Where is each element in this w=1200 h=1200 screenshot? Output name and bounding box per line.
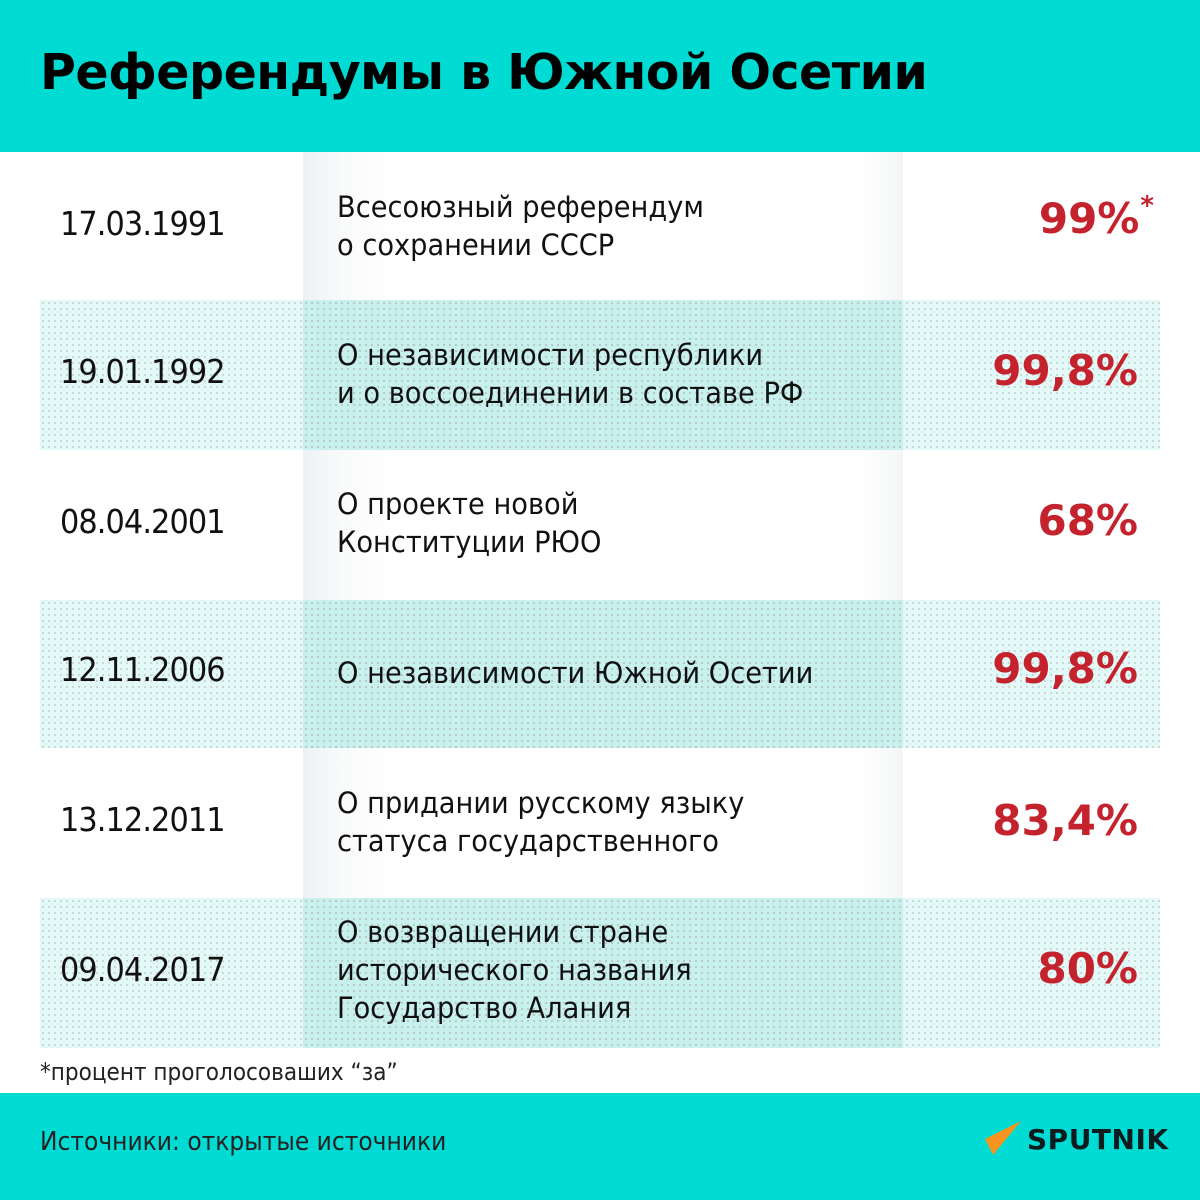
topic-line: Конституции РЮО (337, 525, 602, 559)
footnote-mark: * (1140, 191, 1154, 221)
topic-line: исторического названия (337, 953, 692, 987)
row-topic: О придании русскому языку статуса госуда… (337, 784, 744, 860)
row-percent: 99%* (1038, 191, 1154, 243)
topic-line: Государство Алания (337, 991, 632, 1025)
row-date: 12.11.2006 (60, 650, 226, 689)
table-row: 19.01.1992 О независимости республики и … (0, 300, 1200, 450)
sputnik-logo: SPUTNIK (985, 1119, 1169, 1159)
page-title: Референдумы в Южной Осетии (40, 44, 928, 101)
source-text: Источники: открытые источники (40, 1127, 447, 1157)
footnote: *процент проголосоваших “за” (40, 1058, 398, 1086)
row-topic: О возвращении стране исторического назва… (337, 913, 692, 1027)
row-date: 19.01.1992 (60, 352, 226, 391)
row-percent: 99,8% (992, 644, 1138, 693)
table-row: 09.04.2017 О возвращении стране историче… (0, 898, 1200, 1048)
table-row: 08.04.2001 О проекте новой Конституции Р… (0, 450, 1200, 600)
logo-text: SPUTNIK (1027, 1122, 1169, 1156)
topic-line: О возвращении стране (337, 915, 669, 949)
row-percent: 68% (1037, 496, 1138, 545)
topic-line: о сохранении СССР (337, 228, 615, 262)
table-row: 12.11.2006 О независимости Южной Осетии … (0, 600, 1200, 748)
row-date: 08.04.2001 (60, 502, 226, 541)
topic-line: О проекте новой (337, 487, 579, 521)
row-date: 17.03.1991 (60, 204, 226, 243)
row-percent: 99,8% (992, 346, 1138, 395)
row-band-mid (303, 600, 903, 748)
topic-line: Всесоюзный референдум (337, 190, 704, 224)
row-topic: О независимости Южной Осетии (337, 654, 813, 692)
row-topic: О независимости республики и о воссоедин… (337, 336, 803, 412)
topic-line: и о воссоединении в составе РФ (337, 376, 804, 410)
topic-line: О независимости Южной Осетии (337, 656, 814, 690)
table-row: 17.03.1991 Всесоюзный референдум о сохра… (0, 152, 1200, 300)
row-band-mid (303, 300, 903, 450)
row-percent: 80% (1037, 944, 1138, 993)
row-band-mid (303, 898, 903, 1048)
row-date: 13.12.2011 (60, 800, 226, 839)
row-topic: О проекте новой Конституции РЮО (337, 485, 601, 561)
header-banner: Референдумы в Южной Осетии (0, 0, 1200, 152)
row-percent: 83,4% (992, 796, 1138, 845)
footer-banner: Источники: открытые источники SPUTNIK (0, 1093, 1200, 1200)
row-date: 09.04.2017 (60, 950, 226, 989)
percent-value: 99% (1038, 194, 1140, 243)
topic-line: О независимости республики (337, 338, 764, 372)
row-topic: Всесоюзный референдум о сохранении СССР (337, 188, 704, 264)
table-row: 13.12.2011 О придании русскому языку ста… (0, 748, 1200, 898)
sputnik-wing-icon (985, 1121, 1021, 1155)
topic-line: статуса государственного (337, 824, 719, 858)
topic-line: О придании русскому языку (337, 786, 745, 820)
